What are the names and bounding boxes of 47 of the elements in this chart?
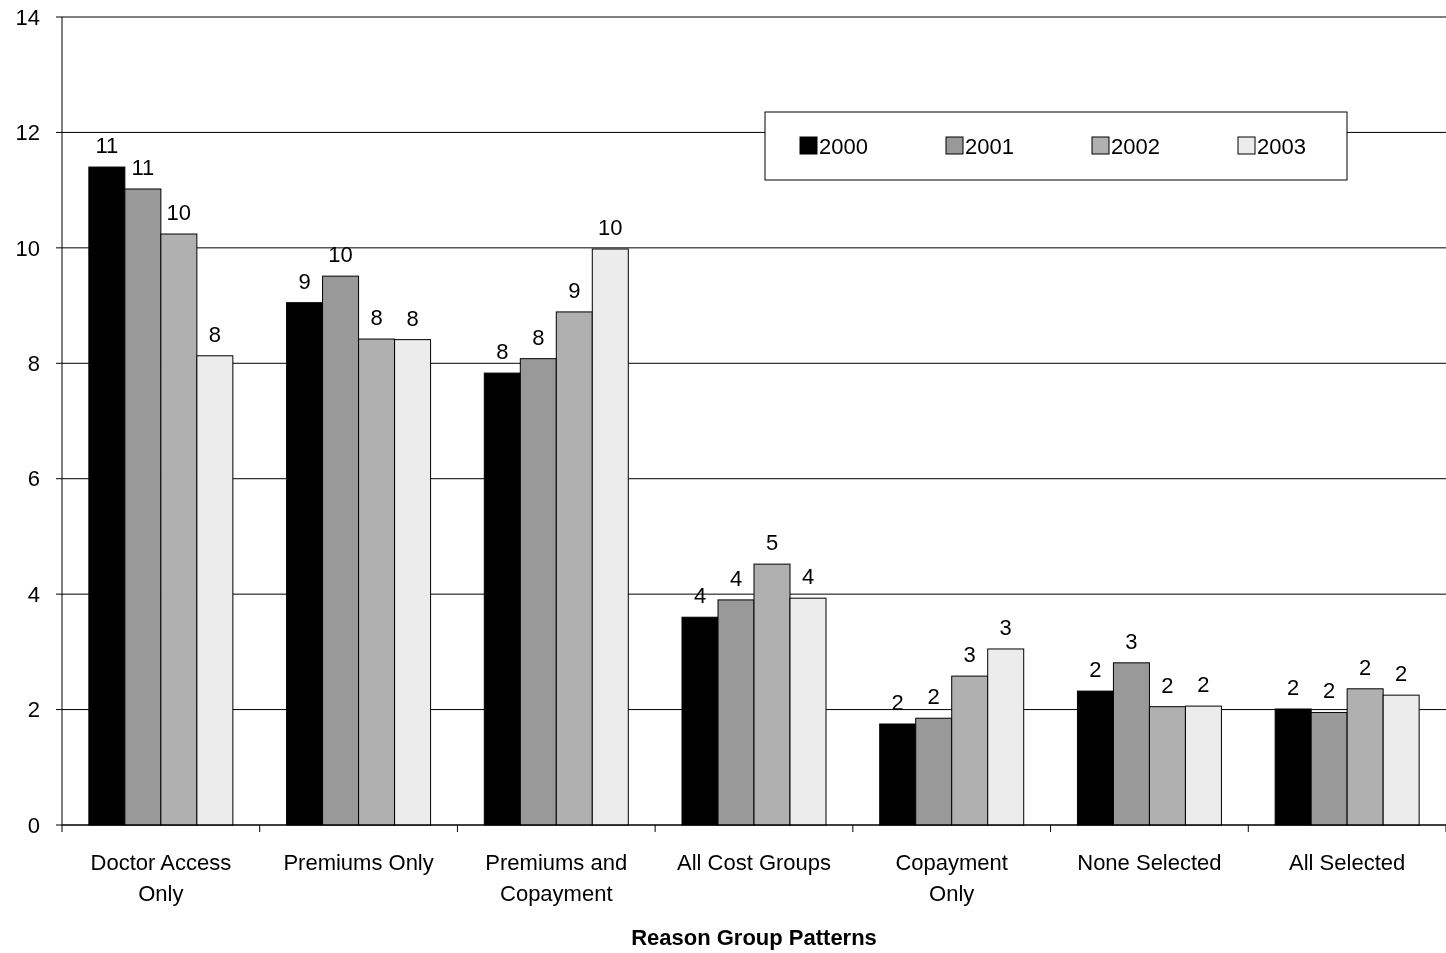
y-tick-label: 0 bbox=[27, 812, 40, 838]
data-label: 3 bbox=[963, 642, 976, 668]
data-label: 8 bbox=[208, 321, 221, 347]
data-label: 8 bbox=[370, 305, 383, 331]
x-tick-label: Premiums Only bbox=[283, 850, 434, 875]
data-label: 10 bbox=[598, 215, 623, 241]
data-label: 10 bbox=[166, 200, 192, 226]
legend-label: 2003 bbox=[1257, 133, 1306, 159]
y-tick-label: 8 bbox=[27, 350, 40, 376]
data-label: 5 bbox=[765, 530, 779, 556]
y-tick-label: 14 bbox=[15, 4, 40, 30]
data-label: 11 bbox=[131, 154, 155, 180]
legend-label: 2000 bbox=[819, 133, 868, 159]
x-axis-title: Reason Group Patterns bbox=[631, 925, 877, 950]
x-tick-label: Doctor Access Only bbox=[90, 850, 232, 906]
data-label: 4 bbox=[729, 565, 743, 591]
y-tick-label: 2 bbox=[27, 697, 40, 723]
data-label: 2 bbox=[1323, 678, 1336, 704]
data-label: 2 bbox=[1287, 674, 1300, 700]
data-label: 8 bbox=[406, 305, 419, 331]
y-tick-label: 6 bbox=[27, 466, 40, 492]
data-label: 3 bbox=[1125, 628, 1138, 654]
data-label: 10 bbox=[328, 242, 353, 268]
x-tick-label: Premiums and Copayment bbox=[485, 850, 628, 906]
data-label: 11 bbox=[95, 133, 119, 159]
data-label: 2 bbox=[1359, 654, 1372, 680]
x-tick-label: All Selected bbox=[1289, 850, 1406, 875]
data-label: 2 bbox=[891, 690, 904, 715]
legend-label: 2002 bbox=[1111, 133, 1160, 159]
y-tick-label: 4 bbox=[27, 581, 40, 607]
y-tick-label: 12 bbox=[15, 120, 40, 146]
x-tick-label: All Cost Groups bbox=[676, 850, 832, 875]
data-label: 4 bbox=[801, 564, 815, 590]
x-tick-label: None Selected bbox=[1077, 850, 1222, 875]
legend-label: 2001 bbox=[965, 133, 1014, 159]
data-label: 9 bbox=[298, 268, 311, 294]
data-label: 8 bbox=[496, 339, 509, 365]
data-label: 2 bbox=[927, 684, 940, 710]
data-label: 3 bbox=[999, 614, 1012, 640]
data-label: 2 bbox=[1395, 661, 1408, 687]
data-label: 2 bbox=[1089, 657, 1102, 683]
data-label: 9 bbox=[568, 277, 581, 303]
data-label: 2 bbox=[1161, 672, 1174, 698]
data-label: 8 bbox=[532, 324, 545, 350]
x-tick-label: Copayment Only bbox=[895, 850, 1008, 906]
y-tick-label: 10 bbox=[15, 235, 40, 261]
data-label: 2 bbox=[1197, 672, 1210, 698]
